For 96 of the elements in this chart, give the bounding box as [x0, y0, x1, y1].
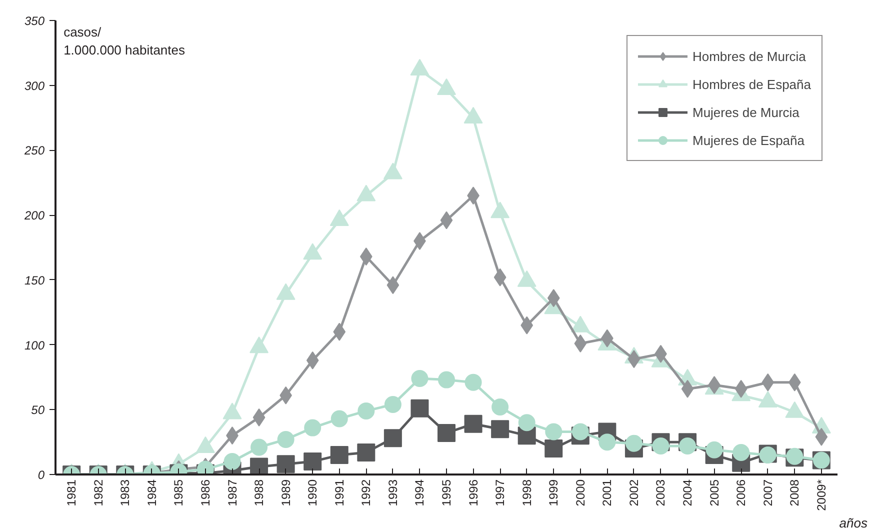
point	[572, 423, 589, 440]
x-tick-label: 1985	[172, 479, 186, 506]
x-tick-label: 1996	[466, 479, 480, 506]
y-tick-label: 150	[24, 273, 45, 288]
x-tick-label: 2003	[654, 479, 668, 506]
point	[410, 399, 429, 418]
y-tick-label: 250	[23, 144, 45, 158]
point	[464, 374, 482, 391]
point	[303, 243, 322, 260]
x-tick-label: 1990	[306, 479, 320, 506]
point	[330, 410, 348, 428]
point	[628, 350, 640, 368]
legend-label: Hombres de Murcia	[692, 48, 806, 64]
point	[520, 316, 534, 334]
point	[304, 419, 322, 436]
point	[250, 438, 268, 456]
point	[464, 106, 483, 124]
point	[250, 458, 268, 474]
x-tick-label: 1984	[144, 479, 159, 506]
point	[545, 423, 562, 440]
point	[410, 58, 430, 76]
x-tick-label: 1992	[359, 479, 374, 506]
point	[383, 162, 402, 180]
point	[494, 268, 506, 286]
point	[386, 276, 400, 294]
x-tick-label: 2007	[760, 479, 775, 506]
x-tick-label: 1988	[252, 479, 266, 506]
x-tick-label: 1986	[198, 479, 212, 506]
point	[252, 408, 266, 426]
x-tick-label: 2008	[788, 479, 802, 506]
y-axis-title: casos/ 1.000.000 habitantes	[64, 24, 186, 58]
point	[277, 430, 294, 448]
x-tick-label: 1989	[278, 479, 293, 506]
point	[491, 420, 510, 438]
point	[330, 209, 349, 226]
point	[625, 434, 642, 452]
x-tick-label: 2006	[734, 479, 748, 506]
x-tick-label: 1991	[332, 479, 346, 506]
x-tick-label: 1997	[493, 479, 508, 506]
point	[464, 414, 482, 433]
point	[490, 202, 510, 218]
x-tick-label: 1981	[64, 479, 79, 506]
point	[276, 455, 295, 474]
x-tick-label: 2004	[680, 479, 695, 506]
point	[681, 380, 694, 398]
x-tick-label: 2001	[600, 479, 614, 506]
point	[411, 370, 428, 387]
x-tick-label: 2005	[707, 479, 722, 506]
x-tick-label: 2002	[626, 479, 641, 506]
x-tick-label: 1998	[520, 479, 534, 506]
y-tick-label: 50	[31, 403, 45, 418]
point	[732, 444, 750, 461]
x-tick-label: 1993	[386, 479, 400, 506]
point	[788, 373, 801, 392]
x-tick-label: 1995	[440, 479, 454, 506]
x-tick-label: 2009*	[814, 479, 828, 511]
point	[224, 453, 241, 470]
x-axis-title: años	[839, 516, 868, 530]
legend-label: Hombres de España	[692, 76, 811, 92]
point	[734, 380, 748, 398]
point	[438, 371, 455, 388]
y-tick-label: 300	[24, 78, 45, 93]
point	[679, 437, 696, 454]
point	[306, 351, 319, 370]
y-tick-label: 100	[24, 338, 45, 352]
point	[437, 78, 456, 95]
point	[815, 428, 828, 446]
point	[544, 440, 563, 458]
point	[762, 373, 774, 392]
point	[333, 322, 346, 341]
x-tick-label: 1999	[546, 479, 561, 506]
point	[598, 434, 616, 451]
point	[357, 443, 376, 462]
x-tick-label: 1982	[91, 479, 106, 506]
point	[358, 402, 375, 420]
y-tick-label: 350	[24, 14, 45, 28]
y-tick-label: 200	[23, 208, 45, 223]
legend-label: Mujeres de España	[692, 132, 804, 148]
point	[547, 289, 560, 308]
point	[384, 396, 402, 413]
x-tick-label: 2000	[573, 479, 588, 506]
point	[492, 398, 509, 416]
x-tick-label: 1983	[118, 479, 132, 506]
legend-label: Mujeres de Murcia	[692, 104, 800, 120]
point	[652, 437, 670, 454]
x-tick-label: 1987	[225, 479, 240, 506]
point	[518, 414, 536, 432]
point	[330, 446, 348, 464]
point	[304, 452, 322, 471]
point	[384, 429, 402, 448]
point	[574, 334, 587, 352]
y-tick-label: 0	[38, 468, 45, 482]
point	[356, 184, 376, 202]
point	[438, 424, 456, 442]
x-tick-label: 1994	[412, 479, 427, 506]
point	[706, 441, 723, 458]
